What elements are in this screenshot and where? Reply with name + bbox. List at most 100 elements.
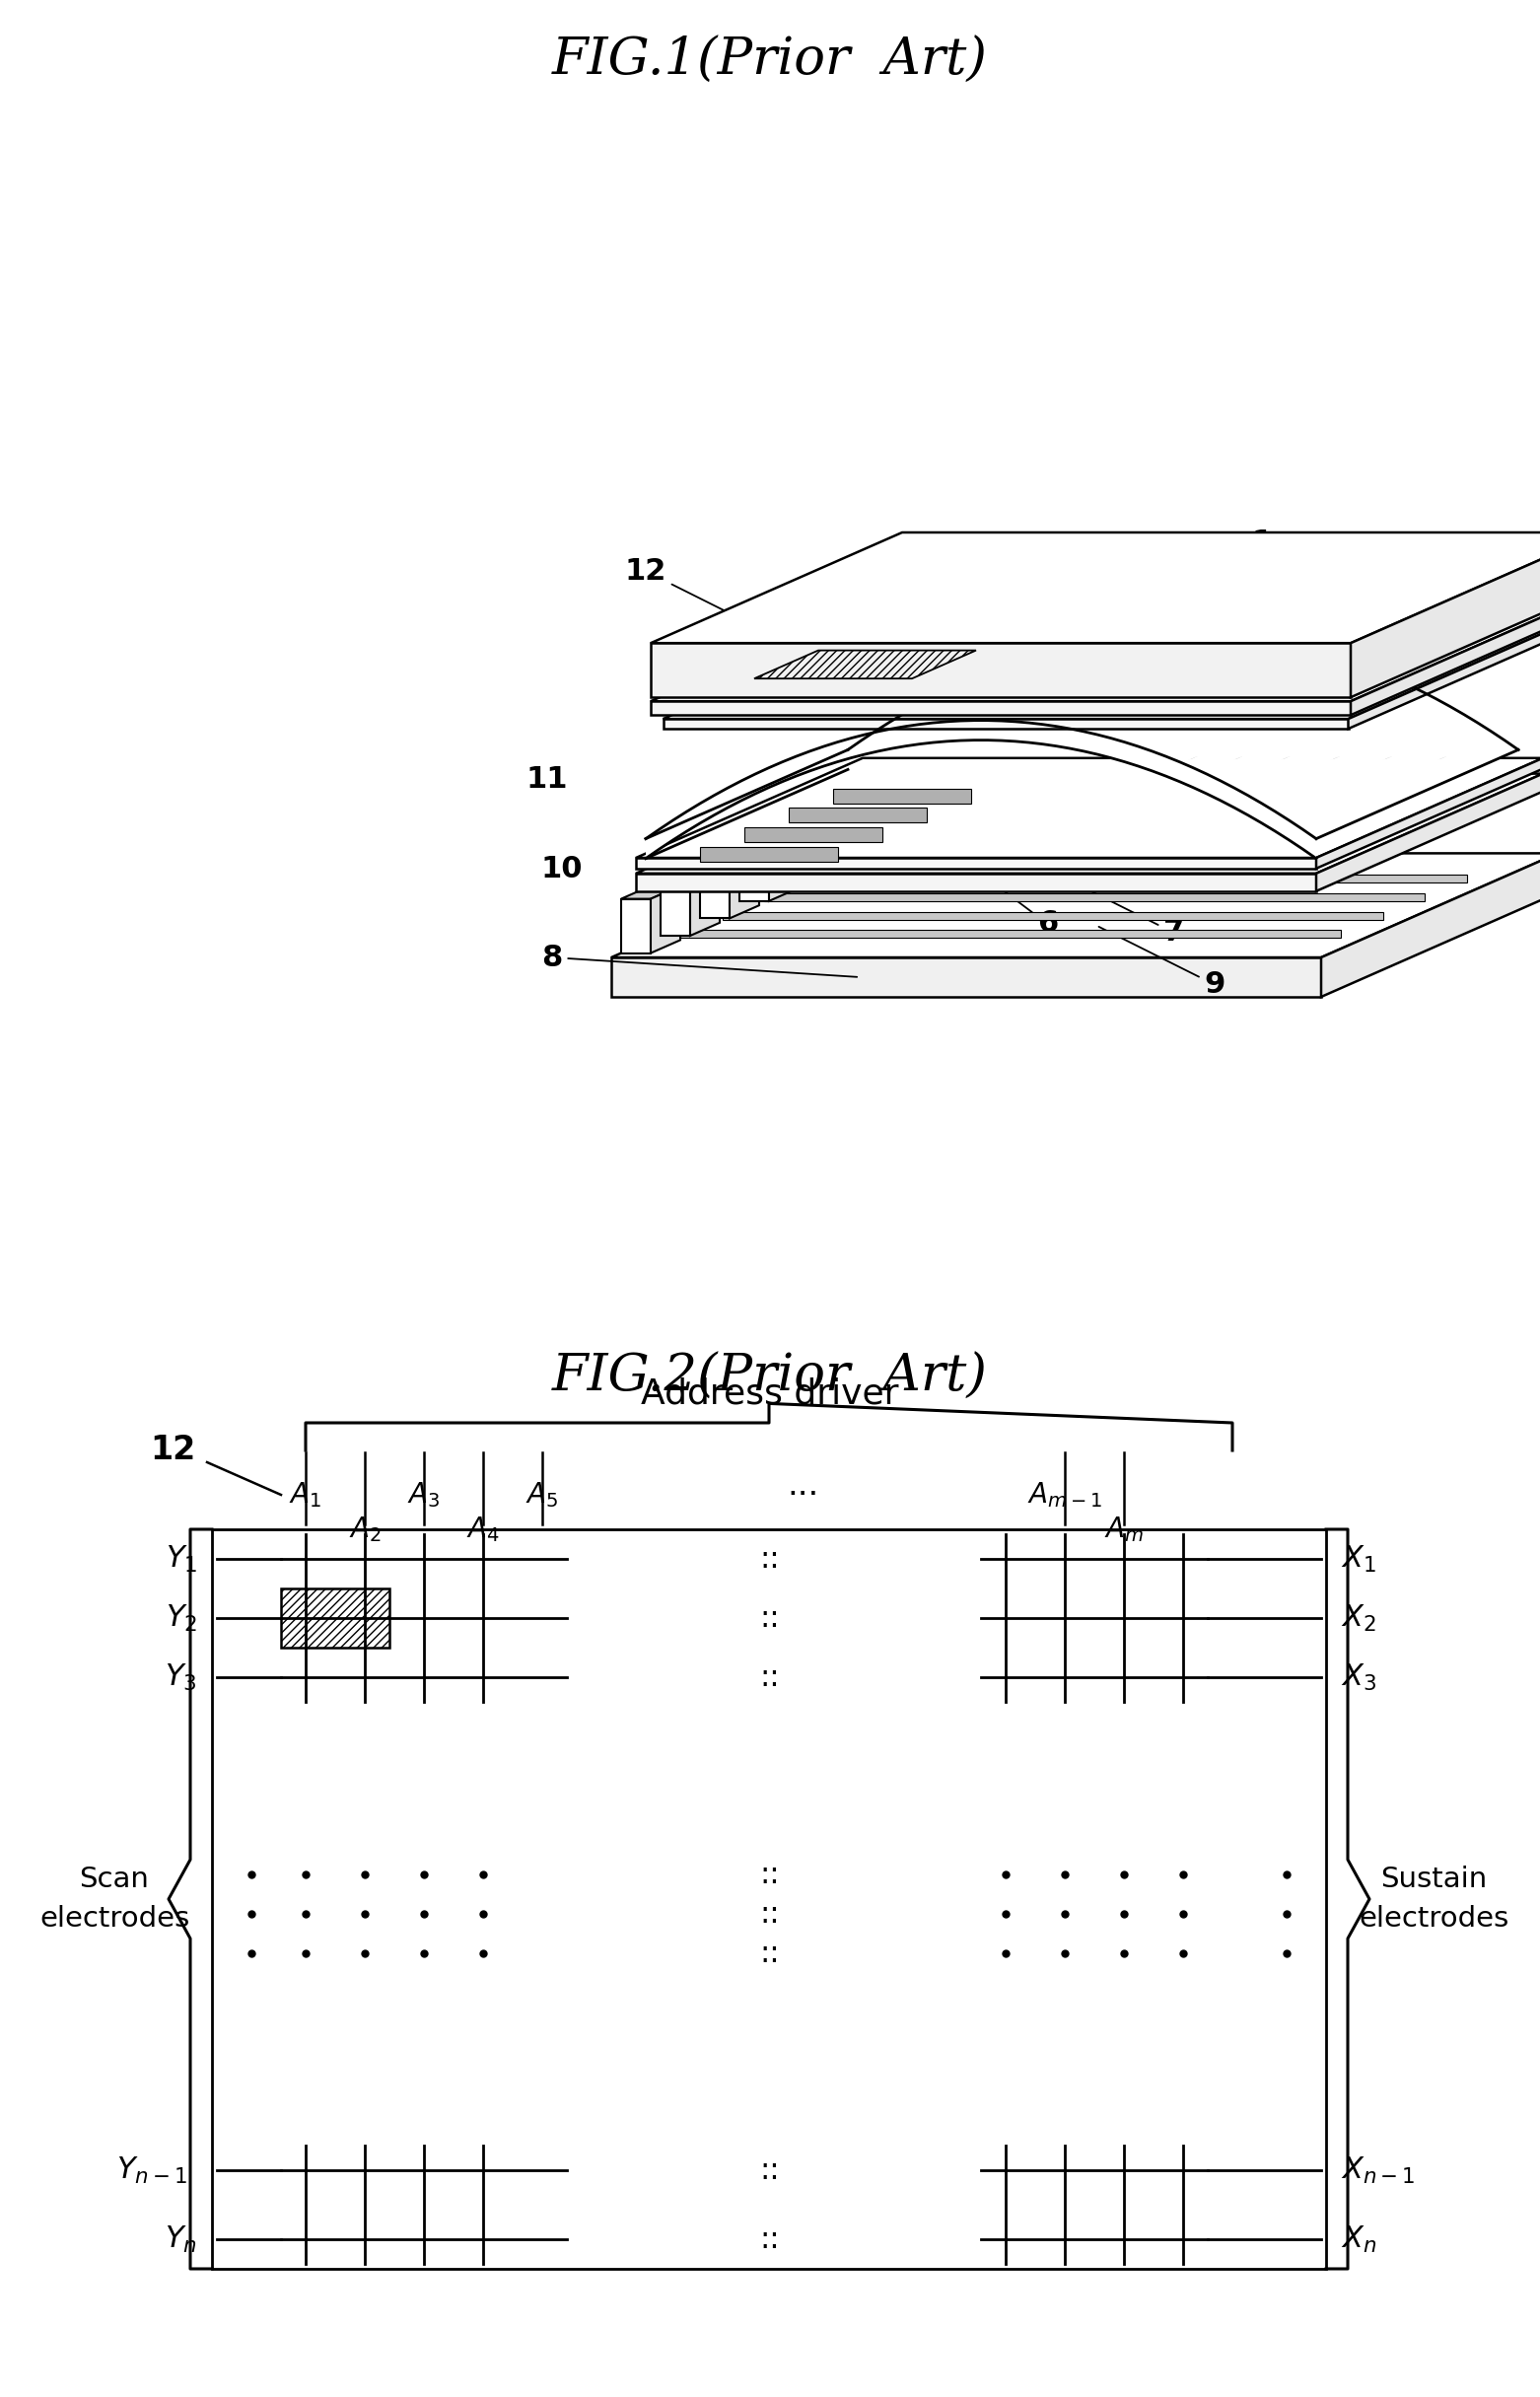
Polygon shape	[701, 865, 730, 918]
Polygon shape	[1093, 645, 1317, 738]
Polygon shape	[636, 873, 1317, 892]
Polygon shape	[690, 707, 915, 810]
Polygon shape	[645, 733, 870, 839]
Polygon shape	[645, 721, 1317, 858]
Text: 6: 6	[970, 865, 1058, 937]
Polygon shape	[621, 899, 651, 954]
Polygon shape	[1227, 695, 1451, 796]
Polygon shape	[735, 683, 959, 784]
Text: ::: ::	[759, 1604, 781, 1632]
Polygon shape	[664, 719, 1348, 729]
Polygon shape	[661, 868, 719, 882]
Text: 12: 12	[149, 1433, 196, 1467]
Polygon shape	[833, 789, 972, 803]
Polygon shape	[1348, 611, 1540, 729]
Polygon shape	[664, 611, 1540, 719]
Polygon shape	[651, 887, 681, 954]
Text: $X_{n-1}$: $X_{n-1}$	[1341, 2155, 1415, 2186]
Polygon shape	[1004, 633, 1227, 721]
Polygon shape	[936, 633, 1161, 721]
Polygon shape	[1049, 635, 1272, 729]
Text: $Y_n$: $Y_n$	[165, 2224, 197, 2256]
Polygon shape	[824, 650, 1049, 745]
Polygon shape	[621, 887, 681, 899]
Polygon shape	[681, 930, 1341, 937]
Polygon shape	[1317, 774, 1540, 892]
Text: $A_m$: $A_m$	[1104, 1515, 1144, 1544]
Text: 10: 10	[541, 856, 584, 884]
Polygon shape	[1321, 853, 1540, 997]
Polygon shape	[739, 834, 799, 846]
Polygon shape	[847, 645, 1072, 738]
Text: $X_3$: $X_3$	[1341, 1661, 1377, 1692]
Text: ::: ::	[759, 1544, 781, 1572]
Text: $A_2$: $A_2$	[348, 1515, 380, 1544]
Polygon shape	[651, 532, 1540, 642]
Polygon shape	[764, 894, 1424, 901]
Polygon shape	[701, 851, 759, 865]
Text: $Y_2$: $Y_2$	[165, 1604, 197, 1632]
Polygon shape	[913, 633, 1138, 726]
Text: Address driver: Address driver	[641, 1378, 899, 1412]
Text: $X_2$: $X_2$	[1341, 1604, 1377, 1632]
Polygon shape	[1204, 683, 1429, 784]
Polygon shape	[958, 630, 1183, 721]
Polygon shape	[722, 911, 1383, 920]
Polygon shape	[1115, 650, 1340, 745]
Polygon shape	[1351, 532, 1540, 698]
Polygon shape	[779, 817, 838, 829]
Polygon shape	[1183, 674, 1406, 772]
Polygon shape	[651, 590, 1540, 702]
Text: ···: ···	[787, 1479, 819, 1510]
Polygon shape	[636, 858, 1317, 868]
Text: FIG.1(Prior  Art): FIG.1(Prior Art)	[553, 36, 987, 86]
Text: 1: 1	[1146, 527, 1272, 602]
Polygon shape	[739, 846, 768, 901]
Polygon shape	[661, 882, 690, 935]
Polygon shape	[1138, 657, 1361, 755]
Polygon shape	[779, 664, 1004, 762]
Text: $Y_3$: $Y_3$	[165, 1661, 197, 1692]
Text: ::: ::	[759, 1860, 781, 1889]
Polygon shape	[668, 721, 893, 825]
Text: $A_5$: $A_5$	[525, 1479, 559, 1510]
Text: 11: 11	[527, 765, 568, 793]
Polygon shape	[1070, 640, 1295, 733]
Polygon shape	[892, 635, 1116, 729]
Text: ::: ::	[759, 2155, 781, 2184]
Text: $Y_{n-1}$: $Y_{n-1}$	[117, 2155, 188, 2186]
Polygon shape	[1026, 633, 1250, 726]
Polygon shape	[651, 642, 1351, 698]
Polygon shape	[1294, 733, 1518, 839]
Polygon shape	[651, 702, 1351, 714]
Text: $X_1$: $X_1$	[1341, 1544, 1377, 1575]
Polygon shape	[1272, 721, 1495, 825]
Polygon shape	[1317, 757, 1540, 868]
Polygon shape	[788, 808, 927, 822]
Polygon shape	[713, 695, 938, 796]
Polygon shape	[636, 774, 1540, 873]
Text: $A_{m-1}$: $A_{m-1}$	[1027, 1479, 1103, 1510]
Polygon shape	[701, 846, 838, 863]
Bar	[280, 1589, 390, 1647]
Text: 7: 7	[1078, 884, 1184, 947]
Text: FIG.2(Prior  Art): FIG.2(Prior Art)	[553, 1352, 987, 1402]
Text: $A_1$: $A_1$	[290, 1479, 322, 1510]
Polygon shape	[690, 868, 719, 935]
Text: 9: 9	[1098, 928, 1226, 1000]
Polygon shape	[758, 674, 983, 772]
Polygon shape	[805, 875, 1466, 882]
Polygon shape	[981, 630, 1206, 721]
Polygon shape	[869, 640, 1093, 733]
Polygon shape	[730, 851, 759, 918]
Polygon shape	[809, 817, 838, 884]
Text: ::: ::	[759, 1939, 781, 1968]
Polygon shape	[779, 829, 808, 884]
Polygon shape	[636, 757, 1540, 858]
Text: 12: 12	[625, 556, 801, 650]
Text: $X_n$: $X_n$	[1341, 2224, 1377, 2256]
Text: ::: ::	[759, 2224, 781, 2253]
Polygon shape	[802, 657, 1027, 755]
Text: ::: ::	[759, 1898, 781, 1927]
Polygon shape	[1160, 664, 1384, 762]
